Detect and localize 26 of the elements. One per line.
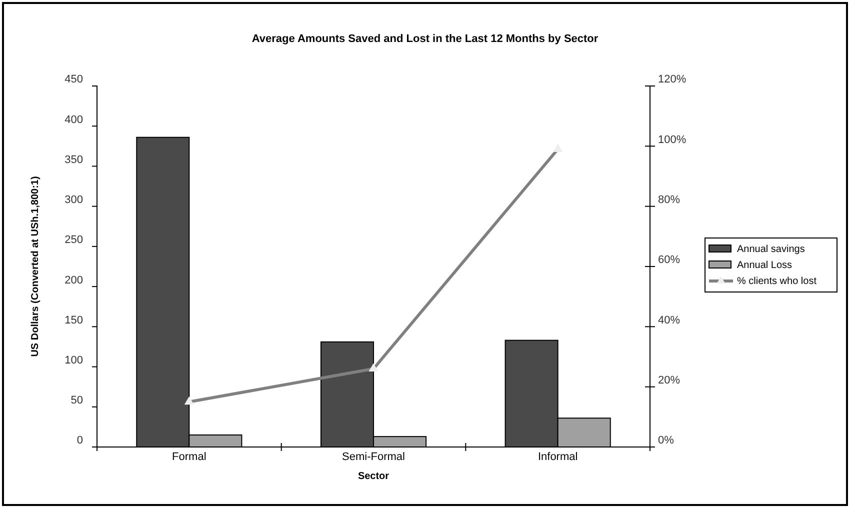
y-tick-label: 450 <box>64 74 83 86</box>
y-tick-label: 250 <box>64 234 83 246</box>
x-tick-label: Formal <box>172 450 206 463</box>
x-tick-label: Informal <box>538 450 578 463</box>
y-tick-label: 400 <box>64 114 83 126</box>
y-tick-label: 300 <box>64 194 83 206</box>
x-tick-label: Semi-Formal <box>342 450 405 463</box>
y2-tick-label: 20% <box>658 374 680 387</box>
legend-label: Annual Loss <box>737 260 792 271</box>
y-axis-title: US Dollars (Converted at USh.1,800:1) <box>30 176 41 357</box>
y2-tick-label: 100% <box>658 134 686 146</box>
y-tick-label: 200 <box>64 274 83 286</box>
y-tick-label: 0 <box>76 434 83 447</box>
y2-tick-label: 0% <box>658 434 674 447</box>
y2-tick-label: 40% <box>658 314 680 326</box>
y2-tick-label: 60% <box>658 254 680 266</box>
legend-label: % clients who lost <box>737 276 817 287</box>
y-tick-label: 50 <box>70 394 83 407</box>
y-tick-label: 100 <box>64 354 83 366</box>
y-tick-label: 150 <box>64 314 83 326</box>
y-tick-label: 350 <box>64 154 83 166</box>
y2-tick-label: 120% <box>658 74 686 86</box>
y2-tick-label: 80% <box>658 194 680 206</box>
chart-title: Average Amounts Saved and Lost in the Last 12 Months by Sector <box>252 33 599 45</box>
legend-label: Annual savings <box>737 244 805 255</box>
x-axis-title: Sector <box>358 471 390 482</box>
